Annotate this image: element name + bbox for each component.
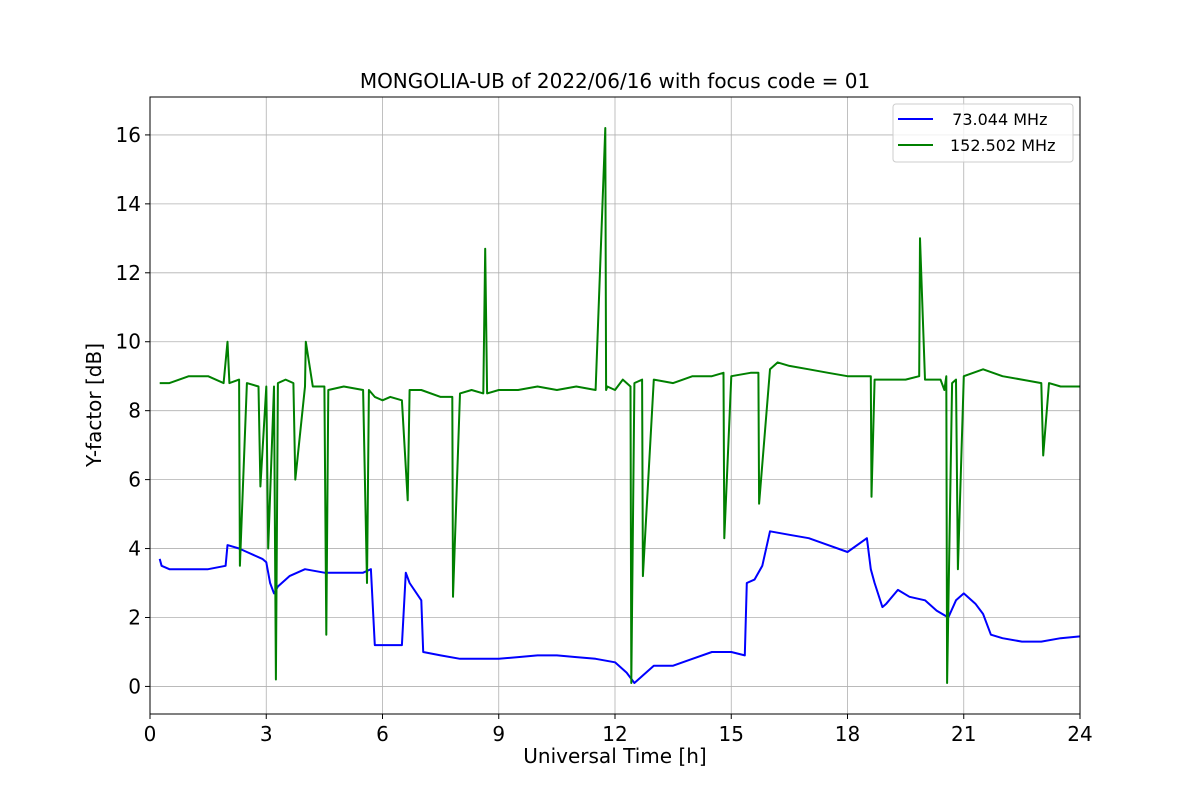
y-axis-label: Y-factor [dB]: [82, 343, 106, 468]
chart-title: MONGOLIA-UB of 2022/06/16 with focus cod…: [360, 69, 870, 93]
y-tick-label: 12: [116, 261, 141, 285]
x-tick-label: 15: [719, 722, 744, 746]
series-line-152mhz: [159, 127, 1080, 684]
x-tick-label: 0: [144, 722, 157, 746]
y-tick-label: 0: [128, 674, 141, 698]
x-tick-label: 21: [951, 722, 976, 746]
y-tick-label: 10: [116, 330, 141, 354]
x-axis-label: Universal Time [h]: [523, 744, 706, 768]
x-tick-label: 9: [492, 722, 505, 746]
legend-label-73mhz: 73.044 MHz: [942, 110, 1047, 129]
x-tick-label: 12: [602, 722, 627, 746]
y-tick-label: 14: [116, 192, 141, 216]
series-layer: [158, 127, 1081, 684]
x-tick-label: 24: [1067, 722, 1092, 746]
x-tick-label: 6: [376, 722, 389, 746]
y-tick-label: 8: [128, 399, 141, 423]
x-tick-label: 3: [260, 722, 273, 746]
y-tick-label: 16: [116, 123, 141, 147]
y-tick-label: 4: [128, 537, 141, 561]
legend: 73.044 MHz 152.502 MHz: [892, 103, 1074, 163]
legend-label-152mhz: 152.502 MHz: [950, 136, 1055, 155]
y-tick-label: 6: [128, 468, 141, 492]
x-tick-label: 18: [835, 722, 860, 746]
y-tick-label: 2: [128, 605, 141, 629]
legend-box: [892, 103, 1074, 163]
